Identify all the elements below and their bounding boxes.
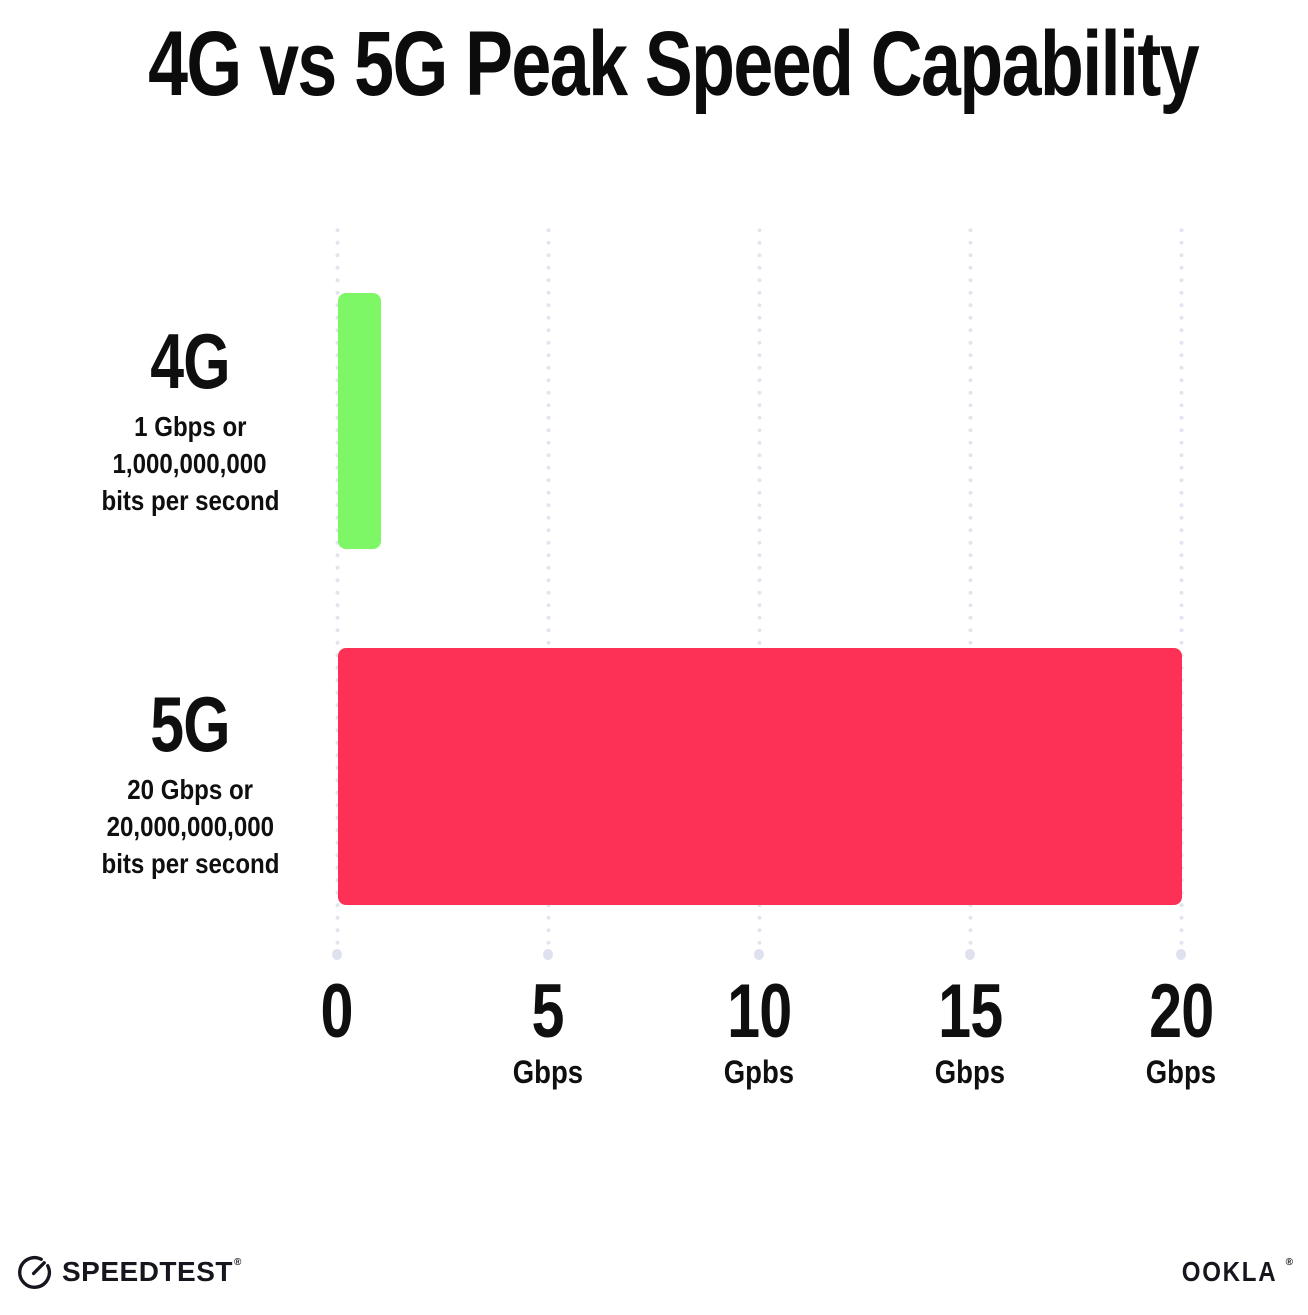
category-name-5g: 5G bbox=[150, 680, 230, 768]
chart-title-text: 4G vs 5G Peak Speed Capability bbox=[148, 13, 1200, 115]
desc-line: 1,000,000,000 bbox=[113, 448, 267, 479]
x-tick-5: 5 Gbps bbox=[462, 969, 634, 1090]
bar-4g bbox=[338, 293, 381, 549]
x-tick-unit: Gbps bbox=[934, 1054, 1006, 1090]
gridline-20 bbox=[1179, 224, 1184, 946]
gridline-end-dot bbox=[965, 949, 975, 960]
gridline-end-dot bbox=[754, 949, 764, 960]
x-tick-number: 15 bbox=[937, 969, 1003, 1054]
x-tick-unit: Gpbs bbox=[723, 1054, 795, 1090]
x-tick-20: 20 Gbps bbox=[1095, 969, 1267, 1090]
desc-line: 20,000,000,000 bbox=[106, 811, 274, 842]
x-tick-15: 15 Gbps bbox=[884, 969, 1056, 1090]
x-tick-unit: Gbps bbox=[1145, 1054, 1217, 1090]
category-label-4g: 4G 1 Gbps or 1,000,000,000 bits per seco… bbox=[56, 320, 324, 519]
gridline-10 bbox=[757, 224, 762, 946]
gridline-0 bbox=[335, 224, 340, 946]
desc-line: bits per second bbox=[101, 485, 279, 516]
x-tick-number: 5 bbox=[531, 969, 565, 1054]
speedtest-trademark-symbol: ® bbox=[233, 1257, 242, 1268]
desc-line: 1 Gbps or bbox=[133, 411, 247, 442]
desc-line: 20 Gbps or bbox=[127, 774, 253, 805]
gridline-end-dot bbox=[543, 949, 553, 960]
x-tick-0: 0 bbox=[251, 969, 423, 1088]
x-tick-number: 10 bbox=[726, 969, 792, 1054]
gridline-15 bbox=[968, 224, 973, 946]
category-desc-5g: 20 Gbps or 20,000,000,000 bits per secon… bbox=[56, 771, 324, 882]
ookla-logo: OOKLA ® bbox=[1174, 1256, 1295, 1287]
category-label-5g: 5G 20 Gbps or 20,000,000,000 bits per se… bbox=[56, 683, 324, 882]
speedtest-logo: SPEEDTEST® bbox=[16, 1252, 241, 1292]
x-tick-10: 10 Gpbs bbox=[673, 969, 845, 1090]
speedometer-gauge-icon bbox=[18, 1255, 51, 1289]
gridline-end-dot bbox=[332, 949, 342, 960]
speedtest-wordmark: SPEEDTEST® bbox=[62, 1256, 242, 1287]
ookla-trademark-symbol: ® bbox=[1285, 1257, 1295, 1268]
gridline-end-dot bbox=[1176, 949, 1186, 960]
chart-title: 4G vs 5G Peak Speed Capability bbox=[0, 16, 1308, 112]
gridline-5 bbox=[546, 224, 551, 946]
x-tick-number: 20 bbox=[1148, 969, 1214, 1054]
x-tick-unit: Gbps bbox=[512, 1054, 584, 1090]
category-desc-4g: 1 Gbps or 1,000,000,000 bits per second bbox=[56, 408, 324, 519]
ookla-wordmark: OOKLA bbox=[1181, 1256, 1277, 1287]
bar-5g bbox=[338, 648, 1182, 905]
desc-line: bits per second bbox=[101, 848, 279, 879]
x-tick-number: 0 bbox=[320, 969, 354, 1054]
category-name-4g: 4G bbox=[150, 317, 230, 405]
